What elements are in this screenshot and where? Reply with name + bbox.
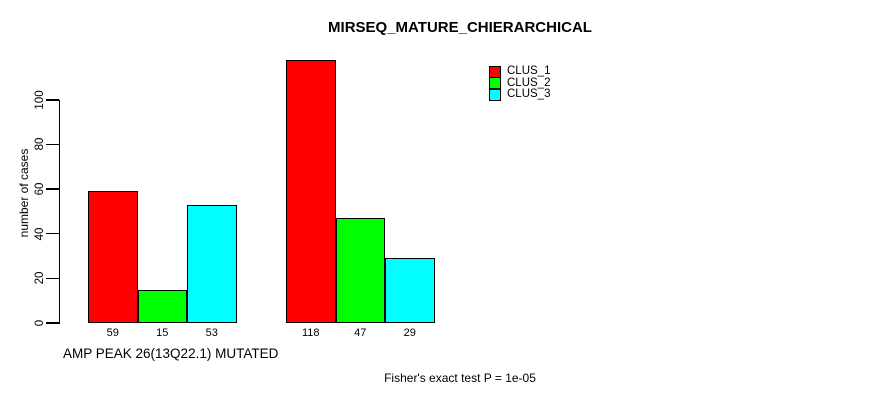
bar-value-label: 15 <box>156 327 169 339</box>
bar-clus_3-group2 <box>385 258 435 323</box>
bar-value-label: 59 <box>106 327 119 339</box>
legend-label-clus3: CLUS_3 <box>507 88 551 100</box>
legend-item-clus1: CLUS_1 <box>489 65 551 78</box>
legend-swatch-clus3 <box>489 88 501 101</box>
legend: CLUS_1 CLUS_2 CLUS_3 <box>489 65 551 101</box>
bar-clus_3-group1 <box>187 204 237 323</box>
y-tick <box>45 188 59 190</box>
y-tick <box>45 232 59 235</box>
chart-title: MIRSEQ_MATURE_CHIERARCHICAL <box>328 19 592 36</box>
y-tick <box>45 143 59 146</box>
legend-label-clus2: CLUS_2 <box>507 76 551 89</box>
y-tick-label: 40 <box>34 227 46 241</box>
y-tick <box>45 322 59 324</box>
bar-value-label: 29 <box>403 327 416 339</box>
x-axis-title: AMP PEAK 26(13Q22.1) MUTATED <box>63 346 279 361</box>
y-tick <box>45 277 59 280</box>
y-tick-label: 0 <box>34 319 46 327</box>
bar-value-label: 53 <box>205 327 218 339</box>
y-tick-label: 80 <box>34 138 46 151</box>
y-tick-label: 60 <box>34 182 46 196</box>
y-tick-label: 100 <box>34 90 46 110</box>
bar-value-label: 47 <box>354 327 367 339</box>
legend-swatch-clus2 <box>489 77 501 90</box>
fisher-test-annotation: Fisher's exact test P = 1e-05 <box>384 371 536 385</box>
legend-swatch-clus1 <box>489 65 501 78</box>
legend-label-clus1: CLUS_1 <box>507 65 551 77</box>
y-tick-label: 20 <box>34 271 46 285</box>
bar-value-label: 118 <box>301 327 320 339</box>
bar-clus_1-group2 <box>286 59 336 323</box>
y-axis-line <box>58 99 60 325</box>
legend-item-clus3: CLUS_3 <box>489 88 551 101</box>
bar-clus_2-group2 <box>335 218 385 323</box>
y-tick <box>45 99 59 101</box>
bar-clus_1-group1 <box>88 191 138 323</box>
bar-clus_2-group1 <box>137 289 187 323</box>
